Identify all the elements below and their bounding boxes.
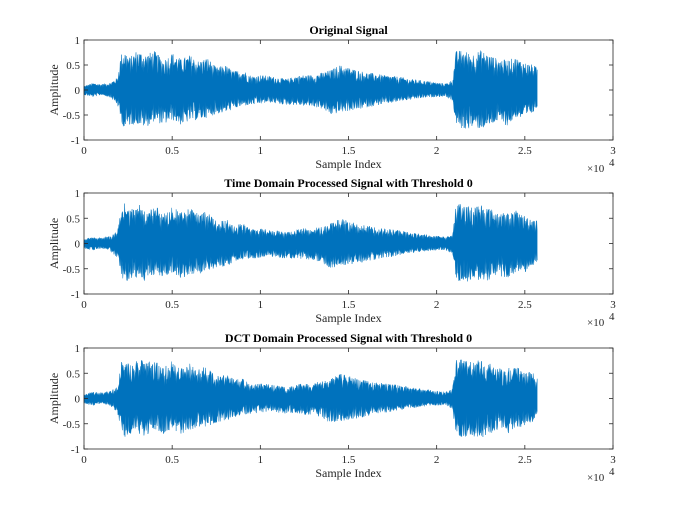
x-tick-label: 0.5: [165, 299, 179, 311]
x-axis-label: Sample Index: [315, 157, 381, 171]
y-axis-label: Amplitude: [47, 64, 61, 115]
y-tick-label: 1: [75, 35, 81, 47]
x-tick-label: 2.5: [518, 454, 532, 466]
y-tick-label: 0: [75, 85, 81, 97]
chart-title: Time Domain Processed Signal with Thresh…: [224, 176, 472, 190]
x-tick-label: 1: [258, 145, 264, 157]
y-tick-label: 0.5: [66, 60, 80, 72]
x-tick-label: 1: [258, 454, 264, 466]
x-tick-label: 3: [610, 145, 616, 157]
signal-waveform: [83, 50, 538, 129]
y-tick-label: 0.5: [66, 368, 80, 380]
x-tick-label: 3: [610, 299, 616, 311]
x-tick-label: 1: [258, 299, 264, 311]
y-tick-label: -0.5: [63, 419, 81, 431]
y-tick-label: -1: [71, 289, 80, 301]
chart-title: DCT Domain Processed Signal with Thresho…: [225, 331, 472, 345]
x-tick-label: 3: [610, 454, 616, 466]
x-axis-label: Sample Index: [315, 466, 381, 480]
x-tick-label: 2: [434, 145, 440, 157]
signal-waveform: [83, 359, 538, 437]
y-tick-label: -1: [71, 135, 80, 147]
x-axis-label: Sample Index: [315, 311, 381, 325]
x-tick-label: 2.5: [518, 299, 532, 311]
x-tick-label: 2: [434, 299, 440, 311]
subplot-1: 0 0.5 1 1.5 2 2.5 3 -1 -0.5 0 0.5 1 Original Signal S…: [47, 23, 616, 175]
x-exponent-power: 4: [609, 157, 615, 169]
subplot-3: 0 0.5 1 1.5 2 2.5 3 -1 -0.5 0 0.5 1 DCT Domain Proce…: [47, 331, 616, 484]
x-tick-label: 0: [81, 145, 87, 157]
x-tick-label: 1.5: [342, 454, 356, 466]
y-tick-label: -0.5: [63, 264, 81, 276]
x-tick-label: 0.5: [165, 145, 179, 157]
y-tick-label: 0: [75, 239, 81, 251]
x-tick-label: 1.5: [342, 299, 356, 311]
x-tick-label: 1.5: [342, 145, 356, 157]
x-exponent-power: 4: [609, 466, 615, 478]
x-tick-label: 0: [81, 299, 87, 311]
x-tick-label: 2.5: [518, 145, 532, 157]
y-tick-label: 1: [75, 188, 81, 200]
y-tick-label: 0.5: [66, 213, 80, 225]
x-exponent-label: ×10: [587, 472, 605, 484]
x-tick-label: 0: [81, 454, 87, 466]
subplot-2: 0 0.5 1 1.5 2 2.5 3 -1 -0.5 0 0.5 1 Time Domain Proc…: [47, 176, 616, 329]
y-tick-label: 0: [75, 394, 81, 406]
chart-title: Original Signal: [309, 23, 388, 37]
x-tick-label: 2: [434, 454, 440, 466]
y-tick-label: 1: [75, 343, 81, 355]
signal-waveform: [83, 203, 538, 282]
x-tick-label: 0.5: [165, 454, 179, 466]
x-exponent-label: ×10: [587, 163, 605, 175]
y-tick-label: -1: [71, 444, 80, 456]
y-tick-label: -0.5: [63, 110, 81, 122]
x-exponent-label: ×10: [587, 317, 605, 329]
x-exponent-power: 4: [609, 311, 615, 323]
y-axis-label: Amplitude: [47, 218, 61, 269]
y-axis-label: Amplitude: [47, 373, 61, 424]
